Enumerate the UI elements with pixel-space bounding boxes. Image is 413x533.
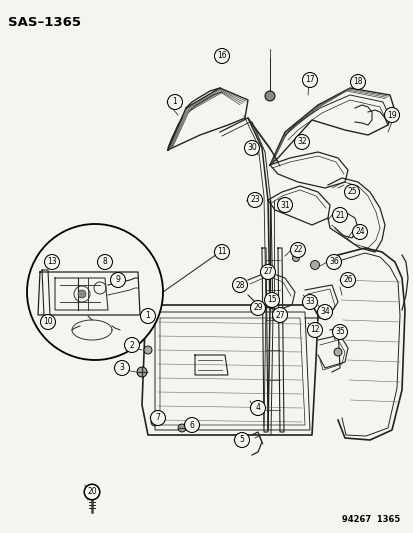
Circle shape [97, 254, 112, 270]
Circle shape [140, 309, 155, 324]
Circle shape [302, 295, 317, 310]
Circle shape [350, 75, 365, 90]
Text: 20: 20 [87, 488, 97, 497]
Circle shape [124, 337, 139, 352]
Circle shape [264, 293, 279, 308]
Text: 7: 7 [155, 414, 160, 423]
Circle shape [294, 134, 309, 149]
Text: 13: 13 [47, 257, 57, 266]
Text: 28: 28 [235, 280, 244, 289]
Text: 12: 12 [309, 326, 319, 335]
Circle shape [144, 346, 152, 354]
Circle shape [333, 348, 341, 356]
Text: 22: 22 [292, 246, 302, 254]
Circle shape [250, 301, 265, 316]
Circle shape [84, 484, 99, 499]
Text: 4: 4 [255, 403, 260, 413]
Circle shape [339, 272, 355, 287]
Circle shape [167, 94, 182, 109]
Text: 2: 2 [129, 341, 134, 350]
Text: 5: 5 [239, 435, 244, 445]
Circle shape [244, 141, 259, 156]
Circle shape [292, 254, 299, 262]
Circle shape [78, 290, 86, 298]
Text: 29: 29 [253, 303, 262, 312]
Circle shape [150, 410, 165, 425]
Circle shape [326, 254, 341, 270]
Text: 1: 1 [172, 98, 177, 107]
Circle shape [317, 304, 332, 319]
Circle shape [110, 272, 125, 287]
Circle shape [137, 367, 147, 377]
Text: 15: 15 [266, 295, 276, 304]
Circle shape [40, 314, 55, 329]
Text: 6: 6 [189, 421, 194, 430]
Circle shape [27, 224, 163, 360]
Text: 35: 35 [334, 327, 344, 336]
Text: 17: 17 [304, 76, 314, 85]
Circle shape [184, 417, 199, 432]
Circle shape [344, 184, 358, 199]
Circle shape [84, 484, 100, 500]
Circle shape [332, 325, 347, 340]
Circle shape [290, 243, 305, 257]
Circle shape [332, 207, 347, 222]
Text: 11: 11 [217, 247, 226, 256]
Circle shape [277, 198, 292, 213]
Text: 24: 24 [354, 228, 364, 237]
Circle shape [232, 278, 247, 293]
Circle shape [250, 400, 265, 416]
Text: 16: 16 [217, 52, 226, 61]
Text: 27: 27 [263, 268, 272, 277]
Text: 19: 19 [386, 110, 396, 119]
Circle shape [302, 72, 317, 87]
Circle shape [178, 424, 185, 432]
Text: 30: 30 [247, 143, 256, 152]
Text: 31: 31 [280, 200, 289, 209]
Circle shape [214, 245, 229, 260]
Text: 36: 36 [328, 257, 338, 266]
Text: 94267  1365: 94267 1365 [341, 515, 399, 524]
Circle shape [214, 49, 229, 63]
Circle shape [307, 322, 322, 337]
Text: 32: 32 [297, 138, 306, 147]
Text: 1: 1 [145, 311, 150, 320]
Circle shape [384, 108, 399, 123]
Circle shape [151, 418, 159, 426]
Circle shape [114, 360, 129, 376]
Text: 23: 23 [249, 196, 259, 205]
Text: 3: 3 [119, 364, 124, 373]
Circle shape [44, 254, 59, 270]
Circle shape [264, 91, 274, 101]
Text: 21: 21 [335, 211, 344, 220]
Circle shape [234, 432, 249, 448]
Text: 34: 34 [319, 308, 329, 317]
Circle shape [272, 308, 287, 322]
Text: 9: 9 [115, 276, 120, 285]
Text: 18: 18 [352, 77, 362, 86]
Text: SAS–1365: SAS–1365 [8, 16, 81, 29]
Circle shape [351, 224, 367, 239]
Circle shape [247, 192, 262, 207]
Text: 25: 25 [347, 188, 356, 197]
Text: 33: 33 [304, 297, 314, 306]
Text: 10: 10 [43, 318, 53, 327]
Text: 8: 8 [102, 257, 107, 266]
Text: 27: 27 [275, 311, 284, 319]
Text: 26: 26 [342, 276, 352, 285]
Circle shape [310, 261, 319, 270]
Circle shape [260, 264, 275, 279]
